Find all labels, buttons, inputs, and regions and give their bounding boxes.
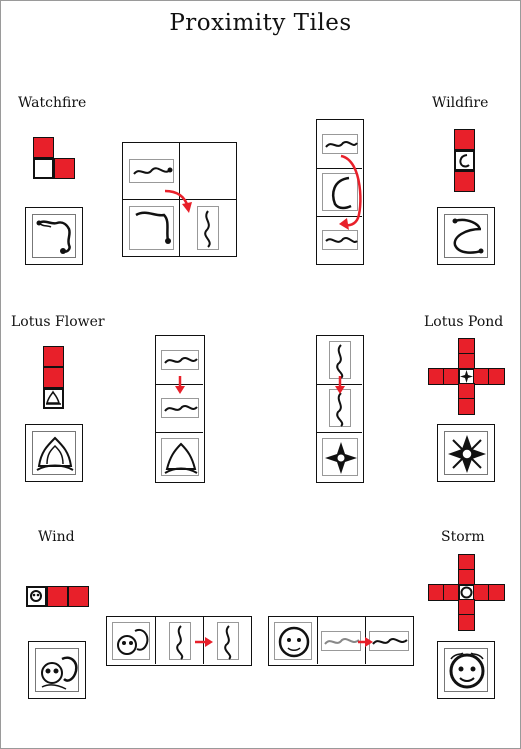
lotus-pond-tile — [437, 424, 495, 482]
storm-example-strip — [268, 616, 414, 666]
lotus-icon — [46, 390, 61, 405]
tile-name-storm: Storm — [441, 529, 485, 545]
arrow-icon — [195, 637, 213, 647]
lotus-pond-art — [444, 431, 488, 475]
skull-icon — [41, 656, 78, 690]
tile-name-wildfire: Wildfire — [432, 95, 489, 111]
arrow-icon — [358, 637, 373, 647]
page-title: Proximity Tiles — [169, 10, 352, 36]
arrow-icon — [335, 376, 345, 394]
storm-tile — [437, 641, 495, 699]
lotus-flower-art — [32, 431, 76, 475]
lotus-pond-example-strip — [316, 335, 364, 483]
wildfire-example-strip — [316, 119, 364, 265]
dragon-icon — [322, 230, 358, 250]
dragon-icon — [322, 134, 358, 154]
dragon-icon — [161, 350, 199, 370]
wind-tile — [28, 641, 86, 699]
tile-name-wind: Wind — [38, 529, 75, 545]
dragon-icon — [197, 206, 219, 250]
watchfire-example-grid — [122, 142, 237, 257]
wildfire-tile — [437, 207, 495, 265]
compass-icon — [322, 438, 358, 476]
lotus-icon — [36, 436, 74, 471]
face-icon — [274, 622, 312, 660]
arrow-icon — [175, 376, 185, 394]
watchfire-art — [32, 214, 76, 258]
dragon-icon — [169, 622, 191, 660]
lotus-flower-pattern — [43, 346, 65, 412]
watchfire-tile — [25, 207, 83, 265]
skull-icon — [112, 622, 150, 660]
arrow-icon — [339, 154, 362, 230]
tile-name-lotus-flower: Lotus Flower — [11, 314, 105, 330]
wind-pattern — [26, 586, 92, 608]
arrow-icon — [164, 189, 192, 213]
skull-icon — [30, 590, 42, 602]
compass-icon — [460, 370, 473, 383]
dragon-icon — [459, 154, 470, 168]
wind-art — [35, 648, 79, 692]
wildfire-art — [444, 214, 488, 258]
dragon-icon — [36, 220, 71, 254]
wildfire-pattern — [454, 129, 476, 195]
storm-pattern — [428, 554, 505, 631]
wind-example-strip — [106, 616, 252, 666]
lotus-flower-tile — [25, 424, 83, 482]
lotus-flower-example-strip — [155, 335, 205, 483]
lotus-icon — [161, 438, 199, 476]
watchfire-pattern — [33, 137, 77, 181]
dragon-icon — [129, 206, 174, 250]
storm-art — [444, 648, 488, 692]
dragon-icon — [329, 389, 351, 427]
dragon-icon — [129, 159, 174, 183]
face-icon — [449, 652, 485, 689]
dragon-icon — [322, 173, 358, 211]
lotus-pond-pattern — [428, 338, 505, 415]
dragon-icon — [161, 398, 199, 418]
compass-icon — [448, 435, 486, 473]
tile-name-lotus-pond: Lotus Pond — [424, 314, 504, 330]
tile-name-watchfire: Watchfire — [18, 95, 87, 111]
face-icon — [460, 586, 473, 599]
dragon-icon — [217, 622, 239, 660]
dragon-icon — [452, 218, 484, 254]
